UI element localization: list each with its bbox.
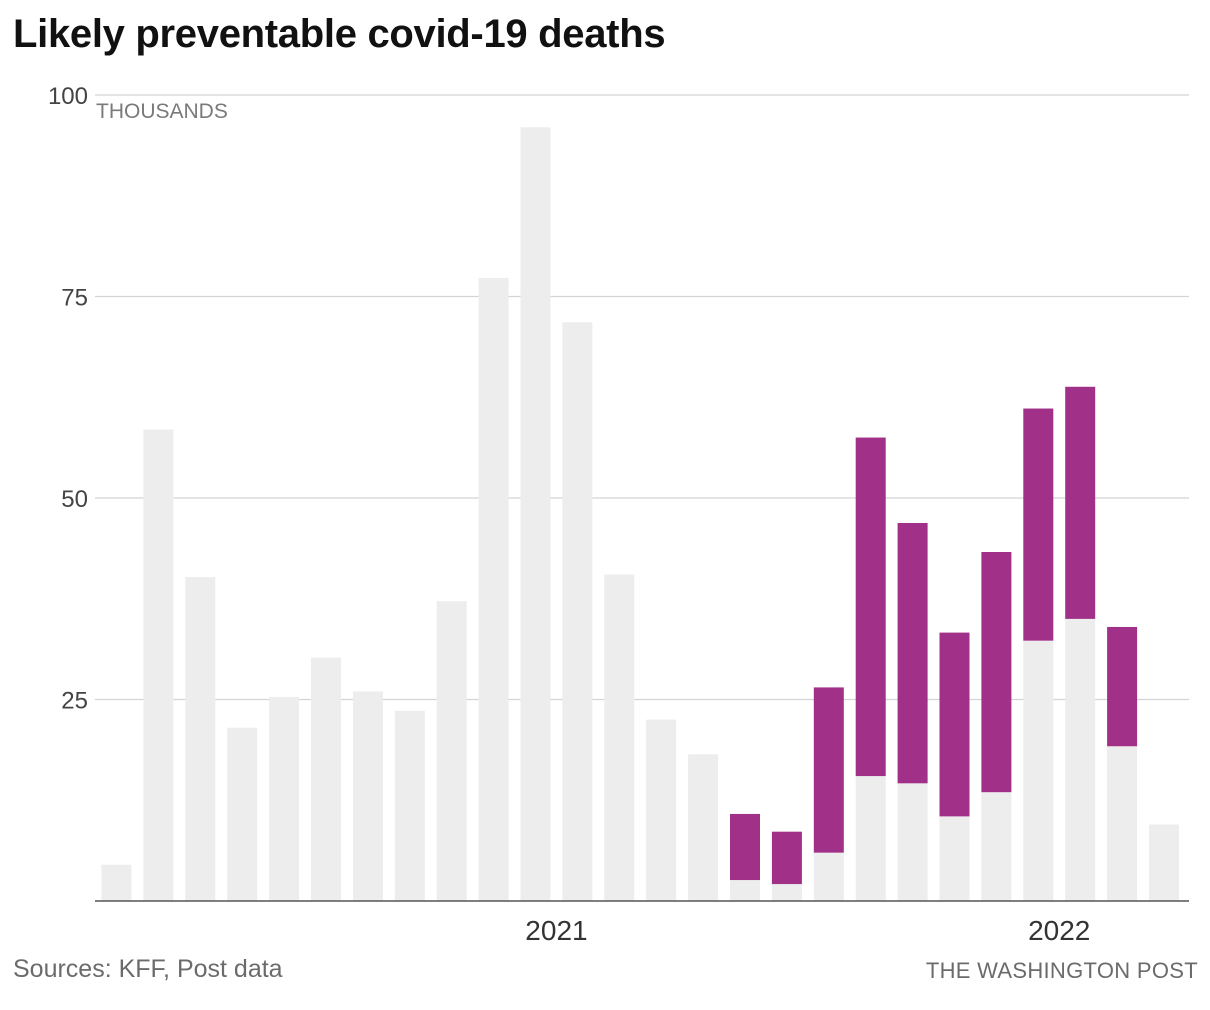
chart-title: Likely preventable covid-19 deaths xyxy=(13,12,666,56)
bar-base-10 xyxy=(478,277,509,901)
bar-highlight-20 xyxy=(897,522,928,784)
bar-base-19 xyxy=(855,776,886,901)
bar-base-16 xyxy=(730,880,760,901)
bar-base-13 xyxy=(604,574,635,901)
bar-base-12 xyxy=(562,322,593,901)
bar-base-24 xyxy=(1065,618,1096,901)
bar-highlight-18 xyxy=(813,687,844,853)
y-tick-label: 75 xyxy=(61,285,88,312)
bar-highlight-19 xyxy=(855,437,886,777)
bar-base-21 xyxy=(939,816,970,901)
y-axis-labels: 25 50 75 100 xyxy=(48,83,88,715)
bar-base-1 xyxy=(101,864,132,901)
bar-base-11 xyxy=(520,127,551,902)
bar-base-14 xyxy=(646,719,677,901)
bar-base-2 xyxy=(143,429,174,901)
x-tick-label-2022: 2022 xyxy=(1028,915,1090,946)
bar-highlight-22 xyxy=(981,552,1012,793)
sources-note: Sources: KFF, Post data xyxy=(13,955,283,983)
bar-highlight-25 xyxy=(1107,626,1138,747)
bar-base-20 xyxy=(897,783,928,901)
bar-base-3 xyxy=(185,576,216,901)
bar-base-23 xyxy=(1023,640,1054,901)
unit-label: THOUSANDS xyxy=(96,100,228,123)
publisher-credit: THE WASHINGTON POST xyxy=(925,958,1198,983)
bars xyxy=(101,127,1179,902)
bar-highlight-24 xyxy=(1065,386,1096,619)
bar-base-25 xyxy=(1107,746,1138,901)
bar-highlight-16 xyxy=(730,813,760,881)
bar-base-4 xyxy=(227,727,258,901)
bar-base-26 xyxy=(1149,824,1179,901)
bar-base-5 xyxy=(269,697,300,901)
bar-base-22 xyxy=(981,792,1012,901)
bar-base-9 xyxy=(436,601,467,901)
y-tick-label: 25 xyxy=(61,688,88,715)
bar-base-6 xyxy=(311,657,341,901)
bar-highlight-23 xyxy=(1023,408,1054,641)
x-axis-labels: 2021 2022 xyxy=(525,915,1090,946)
bar-base-7 xyxy=(352,691,383,901)
x-tick-label-2021: 2021 xyxy=(525,915,587,946)
y-tick-label: 100 xyxy=(48,83,88,110)
y-tick-label: 50 xyxy=(61,486,88,513)
bar-highlight-17 xyxy=(771,831,802,885)
bar-highlight-21 xyxy=(939,632,970,817)
bar-base-18 xyxy=(813,852,844,901)
bar-base-15 xyxy=(688,754,719,901)
bar-base-17 xyxy=(771,884,802,901)
bar-base-8 xyxy=(394,710,425,901)
